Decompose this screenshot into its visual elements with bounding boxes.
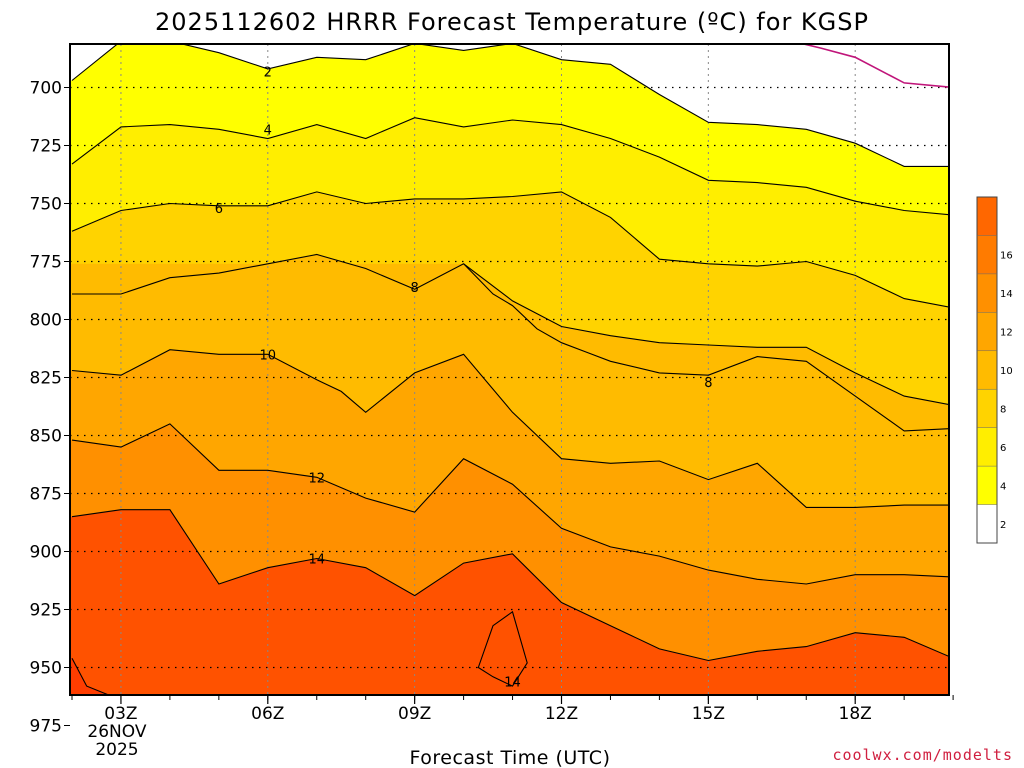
colorbar-label: 16: [1000, 251, 1013, 262]
contour-line-10: [71, 349, 949, 508]
colorbar-frame: [976, 196, 998, 544]
x-tick-label: 03Z: [104, 704, 137, 724]
contour-label: 6: [215, 202, 223, 217]
y-tick-label: 750: [30, 195, 62, 215]
band-16-plus: [70, 658, 109, 695]
contour-line-14: [477, 610, 528, 687]
chart-title: 2025112602 HRRR Forecast Temperature (ºC…: [155, 8, 869, 36]
colorbar-label: 4: [1000, 481, 1006, 492]
y-tick-label: 900: [30, 543, 62, 563]
y-tick-label: 775: [30, 253, 62, 273]
x-tick-label: 06Z: [251, 704, 284, 724]
plot-frame: [69, 43, 950, 696]
colorbar-label: 8: [1000, 404, 1006, 415]
contour-label: 14: [308, 552, 325, 567]
colorbar-swatch: [977, 235, 997, 274]
contour-line-14: [71, 509, 949, 662]
x-tick-label: 09Z: [398, 704, 431, 724]
contour-label: 10: [260, 348, 277, 363]
colorbar-swatch: [977, 504, 997, 543]
contour-line-0: [800, 44, 949, 88]
contour-label: 14: [504, 675, 521, 690]
colorbar-label: 12: [1000, 328, 1013, 339]
colorbar-label: 10: [1000, 366, 1013, 377]
colorbar-label: 2: [1000, 520, 1006, 531]
y-tick-label: 875: [30, 485, 62, 505]
contour-line-12: [71, 423, 949, 585]
y-tick-label: 975: [30, 717, 62, 737]
x-tick-sublabel: 26NOV: [87, 722, 146, 742]
colorbar-label: 14: [1000, 289, 1013, 300]
band-below-2: [70, 44, 949, 167]
filled-bands: [70, 44, 949, 695]
contour-label: 4: [264, 123, 272, 138]
y-tick-label: 800: [30, 311, 62, 331]
contour-label: 8: [704, 376, 712, 391]
contour-label: 2: [264, 65, 272, 80]
contour-lines: [71, 44, 949, 695]
x-tick-sublabel: 2025: [95, 740, 138, 760]
contour-label: 12: [308, 471, 325, 486]
band-14-16-core: [70, 509, 949, 695]
plot-area: 2 4 6 8 8 10 12 14 14: [70, 44, 949, 695]
colorbar-swatch: [977, 389, 997, 428]
contour-line-4: [71, 117, 949, 216]
contour-label: 8: [411, 281, 419, 296]
y-tick-label: 850: [30, 427, 62, 447]
colorbar-swatch: [977, 312, 997, 351]
y-tick-label: 925: [30, 601, 62, 621]
y-tick-label: 725: [30, 137, 62, 157]
colorbar-swatch: [977, 466, 997, 505]
y-axis: 700 725 750 775 800 825 850 875 900 925 950 975: [30, 79, 70, 737]
gridlines: [70, 44, 949, 695]
contour-line-6: [71, 191, 949, 308]
colorbar-legend: 2 4 6 8 10 12 14 16: [976, 196, 1013, 544]
contour-line-8: [463, 263, 949, 432]
colorbar-swatch: [977, 197, 997, 236]
x-tick-label: 18Z: [839, 704, 872, 724]
colorbar-label: 6: [1000, 443, 1006, 454]
colorbar-swatch: [977, 350, 997, 390]
y-tick-label: 825: [30, 369, 62, 389]
x-tick-label: 12Z: [545, 704, 578, 724]
colorbar-swatch: [977, 427, 997, 467]
y-tick-label: 700: [30, 79, 62, 99]
colorbar-swatch: [977, 273, 997, 313]
x-tick-label: 15Z: [692, 704, 725, 724]
contour-line-2: [71, 44, 949, 167]
x-axis-label: Forecast Time (UTC): [410, 747, 611, 768]
y-tick-label: 950: [30, 659, 62, 679]
contour-line-8: [72, 253, 949, 406]
credit-text: coolwx.com/modelts: [832, 746, 1013, 764]
contour-labels: 2 4 6 8 8 10 12 14 14: [215, 65, 713, 690]
